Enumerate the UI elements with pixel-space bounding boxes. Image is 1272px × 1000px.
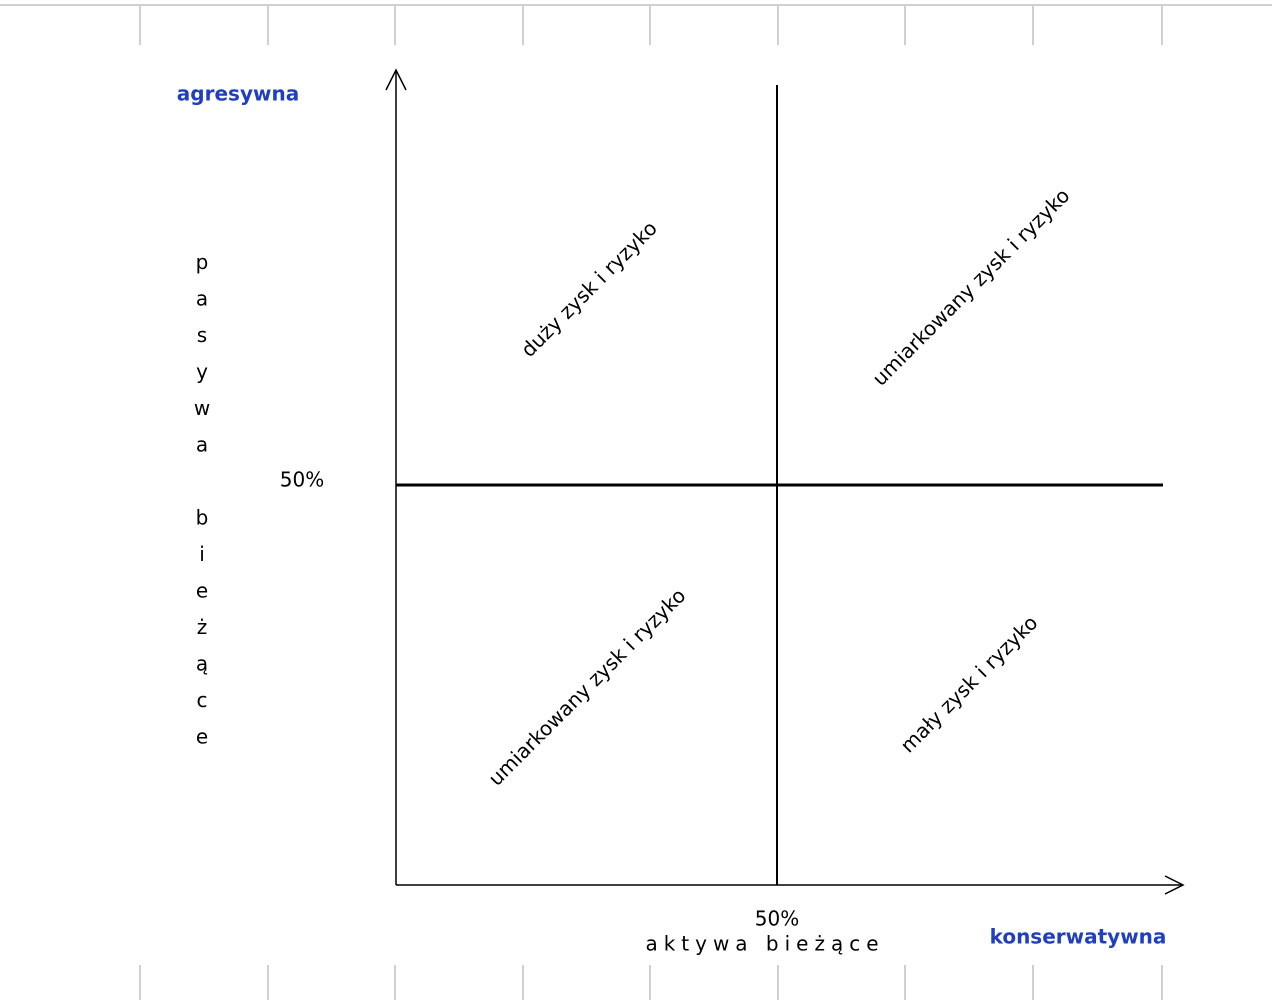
- quadrant-label: duży zysk i ryzyko: [516, 216, 662, 362]
- sheet-gridlines: [0, 4, 1272, 1000]
- bottom-right-label: konserwatywna: [990, 925, 1167, 949]
- quadrant-label: umiarkowany zysk i ryzyko: [867, 183, 1074, 390]
- x-mid-label: 50%: [755, 907, 799, 931]
- top-label: agresywna: [177, 82, 299, 106]
- axes: [385, 68, 1185, 895]
- quadrant-label: umiarkowany zysk i ryzyko: [483, 583, 690, 790]
- y-mid-label: 50%: [280, 468, 324, 492]
- quadrant-label: mały zysk i ryzyko: [895, 610, 1042, 757]
- y-axis-label: pasywa bieżące: [190, 250, 214, 761]
- x-axis-label: aktywa bieżące: [645, 932, 884, 956]
